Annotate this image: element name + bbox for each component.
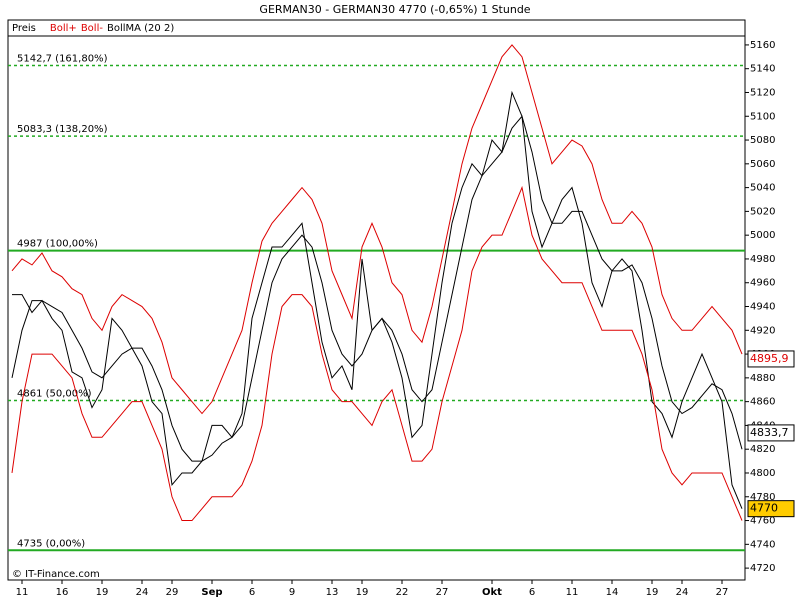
y-tick-label: 5120 (750, 87, 775, 98)
x-tick-label: 19 (646, 587, 659, 598)
y-tick-label: 4800 (750, 468, 775, 479)
price-box (747, 424, 795, 442)
x-tick-label: 9 (289, 587, 295, 598)
y-tick-label: 4940 (750, 302, 775, 313)
x-tick-label: 22 (396, 587, 409, 598)
y-tick-label: 5020 (750, 206, 775, 217)
x-tick-label: Okt (482, 587, 502, 598)
x-tick-label: 6 (249, 587, 255, 598)
x-tick-label: Sep (201, 587, 222, 598)
y-tick-label: 5140 (750, 64, 775, 75)
x-tick-label: 27 (436, 587, 449, 598)
x-tick-label: 24 (676, 587, 689, 598)
y-tick-label: 4920 (750, 325, 775, 336)
x-tick-label: 16 (56, 587, 69, 598)
x-tick-label: 11 (16, 587, 29, 598)
y-tick-label: 4960 (750, 278, 775, 289)
y-tick-label: 5040 (750, 183, 775, 194)
series-line (11, 185, 743, 522)
legend-entry: Preis (12, 23, 36, 34)
y-tick-label: 4780 (750, 492, 775, 503)
x-tick-label: 6 (529, 587, 535, 598)
level-label: 5083,3 (138,20%) (17, 124, 108, 135)
y-tick-label: 5100 (750, 111, 775, 122)
x-tick-label: 27 (716, 587, 729, 598)
y-tick-label: 4720 (750, 563, 775, 574)
x-tick-label: 13 (326, 587, 339, 598)
level-label: 4987 (100,00%) (17, 239, 98, 250)
y-tick-label: 4820 (750, 444, 775, 455)
series-line (11, 115, 743, 462)
y-tick-label: 4760 (750, 516, 775, 527)
level-label: 5142,7 (161,80%) (17, 53, 108, 64)
x-tick-label: 24 (136, 587, 149, 598)
x-tick-label: 19 (356, 587, 369, 598)
x-tick-label: 19 (96, 587, 109, 598)
y-tick-label: 4880 (750, 373, 775, 384)
level-label: 4735 (0,00%) (17, 538, 85, 549)
level-label: 4861 (50,00%) (17, 388, 92, 399)
legend-entry: BollMA (20 2) (107, 23, 174, 34)
x-tick-label: 14 (606, 587, 619, 598)
legend-entry: Boll+ (50, 23, 77, 34)
price-box (747, 500, 795, 518)
price-label: 4833,7 (750, 426, 789, 439)
watermark: © IT-Finance.com (12, 569, 100, 580)
y-tick-label: 5160 (750, 40, 775, 51)
price-box (747, 350, 795, 368)
legend-entry: Boll- (81, 23, 104, 34)
y-tick-label: 4980 (750, 254, 775, 265)
y-tick-label: 4740 (750, 539, 775, 550)
y-tick-label: 5000 (750, 230, 775, 241)
series-line (11, 44, 743, 415)
plot-frame (7, 19, 746, 581)
price-label: 4895,9 (750, 352, 789, 365)
y-tick-label: 5060 (750, 159, 775, 170)
y-tick-label: 5080 (750, 135, 775, 146)
chart-title: GERMAN30 - GERMAN30 4770 (-0,65%) 1 Stun… (259, 3, 530, 16)
x-tick-label: 11 (566, 587, 579, 598)
y-tick-label: 4860 (750, 397, 775, 408)
price-label: 4770 (750, 502, 778, 515)
x-tick-label: 29 (166, 587, 179, 598)
